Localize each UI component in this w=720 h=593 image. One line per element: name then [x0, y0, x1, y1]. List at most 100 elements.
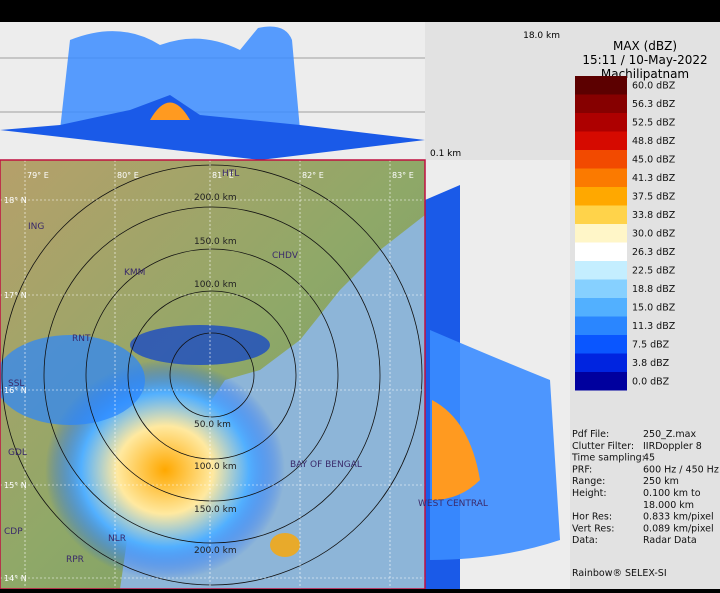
legend-swatch: [575, 113, 627, 132]
map: [0, 160, 425, 589]
echo: [130, 325, 270, 365]
legend-label: 60.0 dBZ: [632, 80, 676, 91]
info-key: Time sampling:: [571, 453, 645, 464]
lat-label: 14° N: [4, 574, 27, 583]
info-key: Data:: [572, 535, 598, 546]
info-value: 45: [643, 453, 655, 464]
info-value: Radar Data: [643, 535, 697, 546]
echo: [270, 533, 300, 557]
legend-swatch: [575, 94, 627, 113]
place-label: RPR: [66, 555, 84, 565]
place-label: ING: [28, 222, 44, 232]
legend-label: 15.0 dBZ: [632, 302, 676, 313]
ring-label: 200.0 km: [194, 546, 237, 556]
legend-swatch: [575, 261, 627, 280]
place-label: CHDV: [272, 251, 299, 261]
legend-label: 45.0 dBZ: [632, 154, 676, 165]
legend-label: 48.8 dBZ: [632, 136, 676, 147]
place-label: BAY OF BENGAL: [290, 460, 362, 470]
lat-label: 15° N: [4, 481, 27, 490]
legend-label: 41.3 dBZ: [632, 173, 676, 184]
legend-label: 30.0 dBZ: [632, 228, 676, 239]
info-value: 0.833 km/pixel: [643, 512, 714, 523]
place-label: WEST CENTRAL: [418, 499, 488, 509]
info-key: Vert Res:: [572, 523, 614, 534]
lon-label: 80° E: [117, 171, 139, 180]
lon-label: 82° E: [302, 171, 324, 180]
lon-label: 83° E: [392, 171, 414, 180]
legend-swatch: [575, 335, 627, 354]
lat-label: 17° N: [4, 291, 27, 300]
legend-label: 18.8 dBZ: [632, 284, 676, 295]
place-label: SSL: [8, 379, 24, 389]
info-key: Height:: [572, 488, 607, 499]
legend-swatch: [575, 298, 627, 317]
top-echo: [60, 26, 300, 130]
place-label: KMM: [124, 268, 145, 278]
legend-label: 37.5 dBZ: [632, 191, 676, 202]
legend-label: 22.5 dBZ: [632, 265, 676, 276]
lat-label: 16° N: [4, 386, 27, 395]
info-key: Hor Res:: [572, 512, 612, 523]
legend-swatch: [575, 205, 627, 224]
legend-swatch: [575, 131, 627, 150]
top-echo-core: [150, 102, 190, 120]
range-rings: [1, 164, 423, 586]
info-value: 0.100 km to: [643, 488, 701, 499]
legend-swatch: [575, 76, 627, 95]
lon-label: 79° E: [27, 171, 49, 180]
lat-label: 18° N: [4, 196, 27, 205]
legend-label: 11.3 dBZ: [632, 321, 676, 332]
info-panel: Pdf File: 250_Z.max Clutter Filter: IIRDopp…: [571, 429, 719, 546]
side-echo-core: [432, 400, 480, 500]
legend-swatch: [575, 242, 627, 261]
lon-label: 81° E: [212, 171, 234, 180]
graticule: [0, 160, 425, 589]
info-key: PRF:: [572, 464, 592, 475]
info-value: 600 Hz / 450 Hz: [643, 464, 719, 475]
top-echo: [0, 95, 425, 160]
footer: Rainbow® SELEX-SI: [572, 568, 667, 579]
legend-label: 3.8 dBZ: [632, 358, 670, 369]
place-label: GDL: [8, 448, 27, 458]
side-echo: [430, 330, 560, 560]
legend-swatch: [575, 187, 627, 206]
place-label: NLR: [108, 534, 126, 544]
legend-label: 0.0 dBZ: [632, 376, 670, 387]
datetime: 15:11 / 10-May-2022: [582, 53, 707, 67]
place-label: HTL: [222, 169, 239, 179]
ring-label: 100.0 km: [194, 280, 237, 290]
info-key: Clutter Filter:: [572, 441, 634, 452]
legend-label: 26.3 dBZ: [632, 247, 676, 258]
legend-swatch: [575, 150, 627, 169]
title: MAX (dBZ): [613, 39, 677, 53]
legend-swatch: [575, 372, 627, 391]
info-value: 0.089 km/pixel: [643, 523, 714, 534]
legend-label: 56.3 dBZ: [632, 99, 676, 110]
legend-label: 33.8 dBZ: [632, 210, 676, 221]
legend-label: 52.5 dBZ: [632, 117, 676, 128]
legend-label: 7.5 dBZ: [632, 339, 670, 350]
legend-swatch: [575, 224, 627, 243]
height-label: 18.0 km: [523, 31, 560, 41]
legend-swatch: [575, 279, 627, 298]
place-label: CDP: [4, 527, 23, 537]
info-key: Range:: [572, 476, 605, 487]
ring-label: 50.0 km: [194, 420, 231, 430]
ring-label: 150.0 km: [194, 505, 237, 515]
height-label: 0.1 km: [430, 149, 461, 159]
info-key: Pdf File:: [572, 429, 609, 440]
info-value: 250_Z.max: [643, 429, 696, 440]
ring-label: 150.0 km: [194, 237, 237, 247]
info-value: 18.000 km: [643, 500, 694, 511]
legend: 60.0 dBZ 56.3 dBZ 52.5 dBZ 48.8 dBZ 45.0 dBZ…: [575, 76, 676, 391]
info-value: 250 km: [643, 476, 679, 487]
legend-swatch: [575, 316, 627, 335]
info-value: IIRDoppler 8: [643, 441, 702, 452]
ring-label: 200.0 km: [194, 193, 237, 203]
ring-label: 100.0 km: [194, 462, 237, 472]
echo: [0, 335, 145, 425]
place-label: RNT: [72, 334, 91, 344]
